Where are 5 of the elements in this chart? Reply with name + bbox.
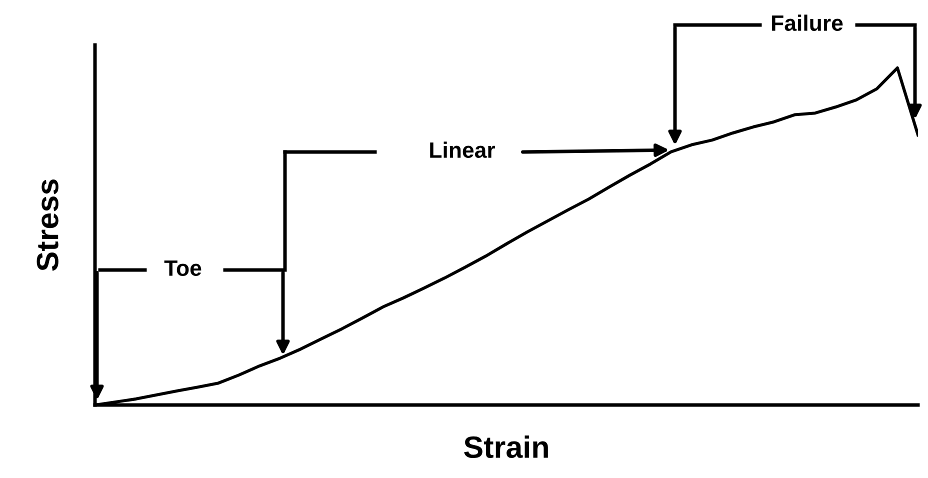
annotation: Toe bbox=[164, 260, 202, 276]
y-axis-title: Stress bbox=[36, 180, 58, 271]
text: Failure bbox=[772, 14, 843, 31]
annotation: Linear bbox=[430, 142, 496, 158]
x-axis-title: Strain bbox=[464, 436, 548, 458]
